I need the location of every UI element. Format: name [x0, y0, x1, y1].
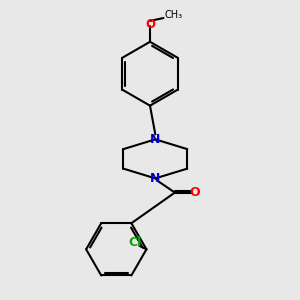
- Text: N: N: [150, 172, 160, 185]
- Text: O: O: [145, 18, 155, 31]
- Text: Cl: Cl: [128, 236, 142, 249]
- Text: O: O: [190, 186, 200, 199]
- Text: CH₃: CH₃: [164, 10, 182, 20]
- Text: N: N: [150, 133, 160, 146]
